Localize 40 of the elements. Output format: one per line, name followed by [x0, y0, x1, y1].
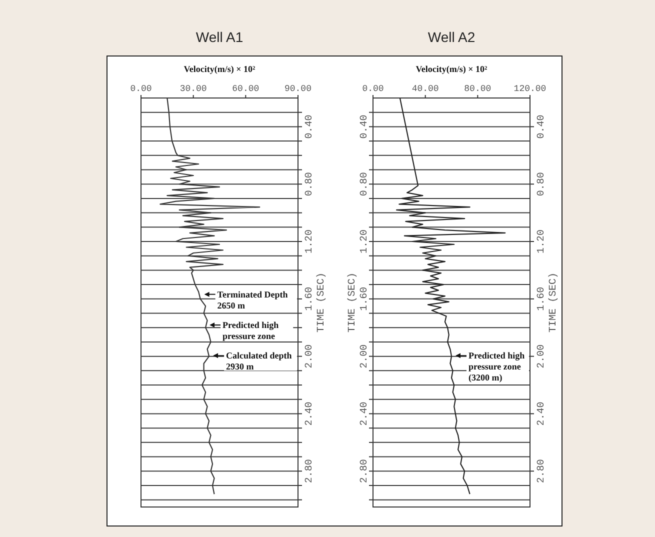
y-tick-label: 0.80 — [360, 172, 370, 196]
x-tick-label: 0.00 — [362, 84, 384, 94]
y-tick-label: 2.00 — [360, 344, 370, 368]
x-tick-label: 30.00 — [180, 84, 207, 94]
y2-tick-label: 1.20 — [536, 230, 548, 254]
y2-tick-label: 0.40 — [304, 114, 316, 139]
y2-tick-label: 1.60 — [304, 286, 316, 311]
y-tick-label: 0.40 — [360, 114, 370, 139]
y2-tick-label: 1.60 — [536, 286, 548, 311]
y2-tick-label: 1.20 — [304, 230, 316, 254]
x-axis-title: Velocity(m/s) × 10² — [184, 64, 256, 74]
y2-tick-label: 2.40 — [304, 402, 316, 426]
annotation: Terminated Depth 2650 m — [217, 289, 288, 310]
x-tick-label: 0.00 — [130, 84, 152, 94]
y2-tick-label: 2.40 — [536, 402, 548, 426]
x-axis-title: Velocity(m/s) × 10² — [416, 64, 488, 74]
y2-tick-label: 2.00 — [304, 344, 316, 368]
y2-tick-label: 0.80 — [536, 172, 548, 196]
chart-title: Well A2 — [428, 29, 476, 45]
y2-tick-label: 2.00 — [536, 344, 548, 368]
y-tick-label: 1.60 — [360, 286, 370, 311]
y2-tick-label: 2.80 — [536, 459, 548, 484]
x-tick-label: 60.00 — [232, 84, 260, 94]
y2-tick-label: 0.40 — [536, 114, 548, 139]
y-tick-label: 2.80 — [360, 459, 370, 484]
x-tick-label: 90.00 — [284, 84, 312, 94]
y2-axis-title: TIME (SEC) — [548, 272, 560, 333]
chart-title: Well A1 — [196, 29, 244, 45]
annotation: Calculated depth 2930 m — [226, 350, 292, 372]
annotation: Predicted high pressure zone (3200 m) — [468, 350, 525, 383]
x-tick-label: 120.00 — [514, 84, 546, 94]
x-tick-label: 40.00 — [412, 84, 439, 94]
y2-axis-title: TIME (SEC) — [316, 272, 328, 333]
annotation: Predicted high pressure zone — [222, 320, 279, 341]
y2-tick-label: 0.80 — [304, 172, 316, 196]
y2-tick-label: 2.80 — [304, 459, 316, 484]
x-tick-label: 80.00 — [464, 84, 492, 94]
y-tick-label: 2.40 — [360, 402, 370, 426]
y-axis-title: TIME (SEC) — [346, 272, 358, 333]
y-tick-label: 1.20 — [360, 230, 370, 254]
